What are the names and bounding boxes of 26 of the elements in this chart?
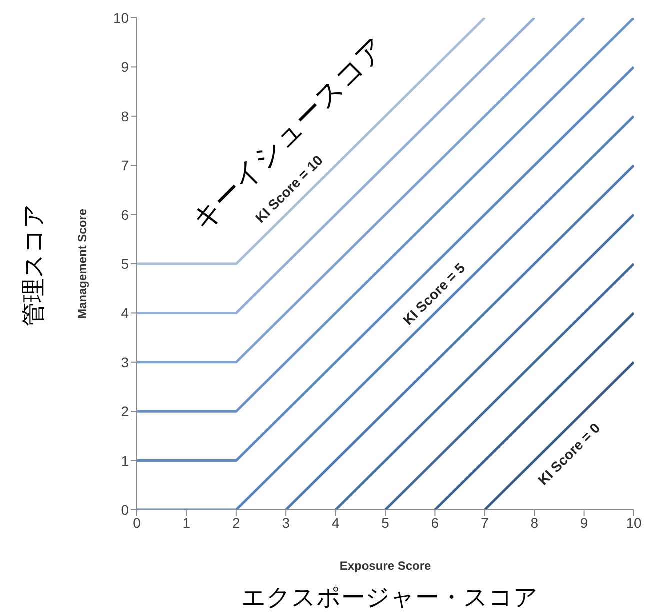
x-tick-label: 4	[332, 514, 340, 531]
y-tick-label: 2	[121, 404, 130, 420]
x-tick-label: 3	[282, 514, 290, 531]
y-tick-label: 6	[121, 206, 130, 223]
y-tick-label: 8	[121, 108, 130, 124]
y-tick-label: 1	[121, 452, 130, 469]
x-axis-title: Exposure Score	[340, 559, 432, 573]
x-tick-label: 8	[530, 514, 539, 531]
text: 管理スコア	[20, 204, 48, 326]
x-tick-label: 6	[431, 514, 440, 531]
y-tick-label: 7	[121, 158, 130, 174]
y-tick-label: 0	[121, 502, 130, 518]
x-tick-label: 2	[232, 514, 240, 531]
x-tick-label: 10	[626, 514, 642, 531]
x-tick-label: 0	[133, 514, 142, 531]
y-tick-label: 10	[113, 10, 130, 26]
y-tick-label: 3	[121, 354, 130, 370]
y-tick-label: 5	[121, 256, 130, 272]
y-axis-title: Management Score	[75, 208, 90, 320]
y-tick-label: 9	[121, 59, 130, 76]
x-tick-label: 9	[580, 514, 588, 531]
text: エクスポージャー・スコア	[242, 584, 538, 612]
x-tick-label: 1	[182, 514, 191, 531]
y-tick-label: 4	[121, 305, 130, 322]
x-tick-label: 5	[382, 514, 390, 531]
x-tick-label: 7	[481, 514, 489, 531]
